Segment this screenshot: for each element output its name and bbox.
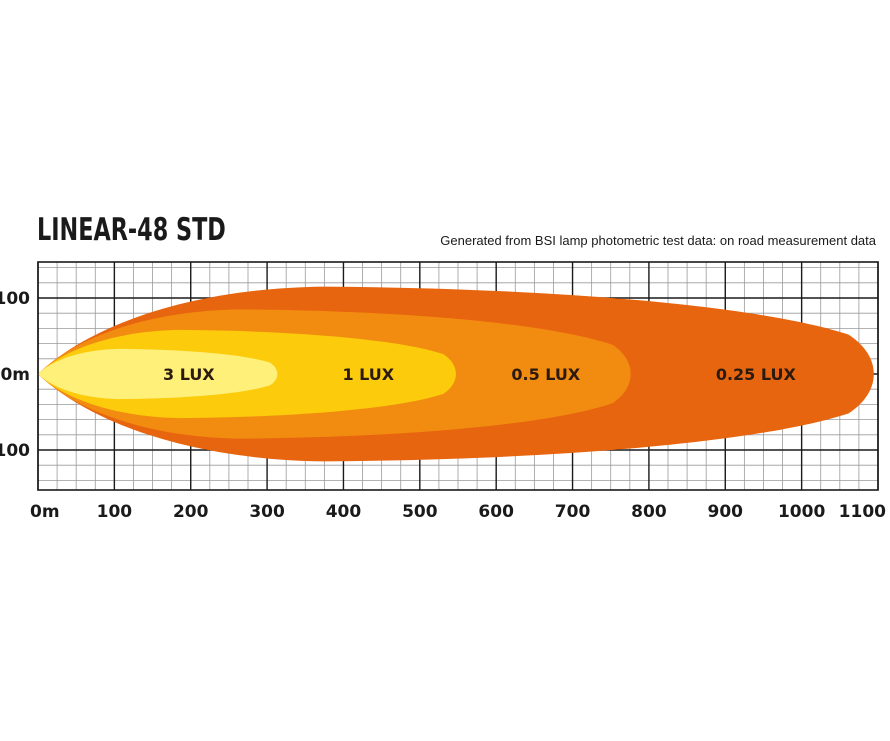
x-tick-label: 700 (555, 502, 591, 522)
x-axis-ticks: 0m 100 200 300 400 500 600 700 800 900 1000 1100 (30, 502, 886, 522)
chart-subtitle: Generated from BSI lamp photometric test… (440, 233, 876, 248)
x-tick-label: 300 (249, 502, 285, 522)
y-axis-ticks: 100 0m -100 (0, 289, 30, 461)
x-tick-label: 800 (631, 502, 667, 522)
x-tick-label: 900 (708, 502, 744, 522)
x-tick-label: 600 (478, 502, 514, 522)
zone-label: 0.5 LUX (511, 365, 581, 384)
x-tick-label: 1100 (839, 502, 886, 522)
y-tick-label: -100 (0, 441, 30, 461)
x-tick-label: 200 (173, 502, 209, 522)
x-tick-label: 0m (30, 502, 60, 522)
zone-3-lux (38, 348, 278, 400)
x-tick-label: 400 (326, 502, 362, 522)
zone-label: 0.25 LUX (716, 365, 797, 384)
plot-frame (37, 261, 879, 491)
y-tick-label: 0m (0, 365, 30, 385)
zone-label: 1 LUX (342, 365, 394, 384)
x-tick-label: 500 (402, 502, 438, 522)
plot-border (37, 261, 879, 491)
zone-label: 3 LUX (163, 365, 215, 384)
y-tick-label: 100 (0, 289, 30, 309)
beam-zones (38, 286, 874, 462)
x-tick-label: 100 (97, 502, 133, 522)
chart-title: LINEAR-48 STD (37, 212, 226, 248)
zone-labels: 0.25 LUX 0.5 LUX 1 LUX 3 LUX (163, 365, 796, 384)
x-tick-label: 1000 (778, 502, 825, 522)
